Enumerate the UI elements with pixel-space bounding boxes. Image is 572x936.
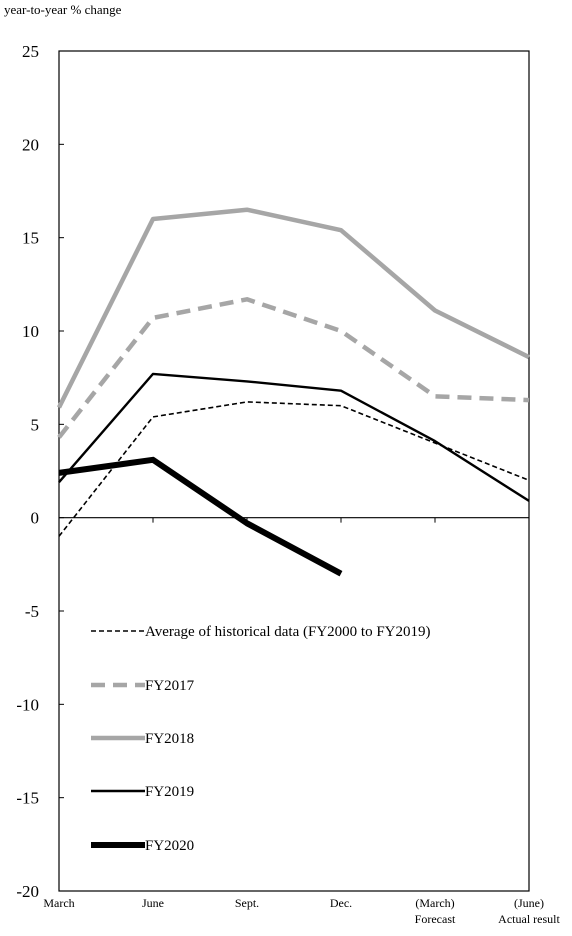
series-line-5	[58, 456, 343, 577]
x-tick-label: Forecast	[415, 912, 456, 926]
y-tick-label: -10	[16, 695, 39, 714]
y-tick-label: 5	[31, 415, 40, 434]
series-line-2	[57, 297, 530, 439]
x-tick-label: Dec.	[330, 896, 352, 910]
x-tick-label: March	[43, 896, 74, 910]
y-tick-label: -20	[16, 882, 39, 901]
y-axis-title: year-to-year % change	[4, 2, 122, 17]
series-line-3	[56, 207, 530, 409]
x-tick-label: June	[142, 896, 164, 910]
plot-frame	[58, 50, 530, 892]
y-tick-label: -15	[16, 789, 39, 808]
x-tick-label: (March)	[415, 896, 454, 910]
series-line-1	[58, 401, 530, 537]
x-tick-label: Sept.	[235, 896, 259, 910]
y-tick-label: 25	[22, 42, 39, 61]
y-tick-label: 20	[22, 135, 39, 154]
series-line-4	[58, 372, 530, 502]
x-tick-label: (June)	[514, 896, 544, 910]
legend-label-4: FY2019	[145, 784, 194, 800]
y-tick-label: 15	[22, 229, 39, 248]
x-tick-label: Actual result	[498, 912, 560, 926]
legend-label-2: FY2017	[145, 678, 195, 694]
legend-label-5: FY2020	[145, 838, 194, 854]
y-tick-label: -5	[25, 602, 39, 621]
y-tick-label: 0	[31, 509, 40, 528]
legend-label-3: FY2018	[145, 731, 194, 747]
legend-label-1: Average of historical data (FY2000 to FY…	[145, 624, 431, 640]
y-tick-label: 10	[22, 322, 39, 341]
